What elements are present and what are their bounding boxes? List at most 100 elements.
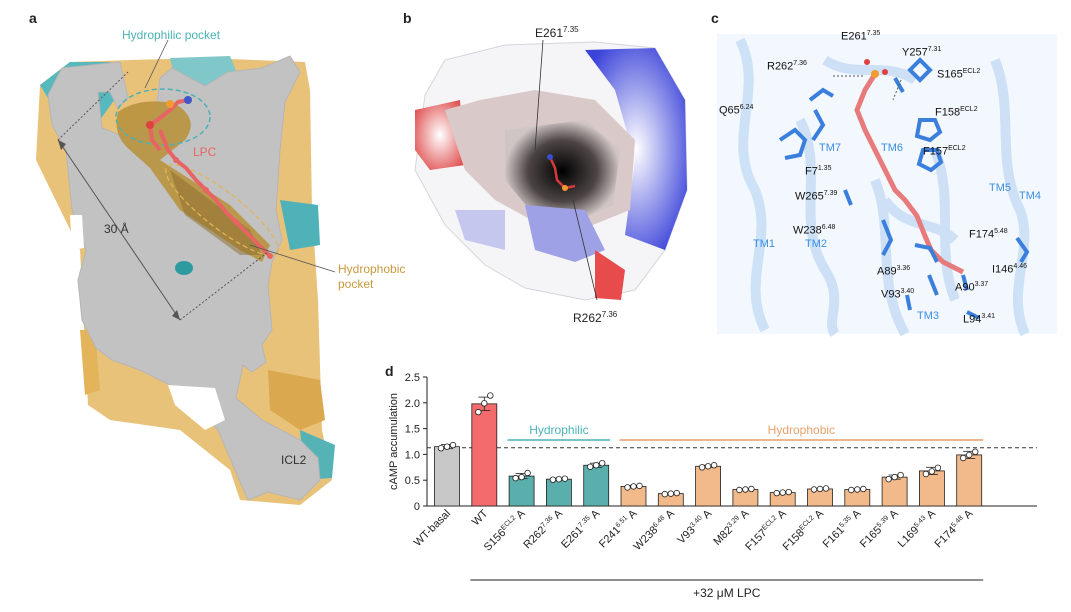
hydrophobic-group-label: Hydrophobic (768, 423, 835, 437)
data-point (854, 486, 861, 493)
data-point (922, 470, 930, 478)
residue-label: F1745.48 (969, 228, 1008, 241)
bar (956, 454, 983, 507)
data-point (972, 448, 979, 456)
residue-label: E2617.35 (841, 30, 881, 43)
label-distance: 30 Å (104, 222, 129, 236)
data-point (885, 475, 892, 483)
data-point (673, 489, 680, 497)
data-point (816, 485, 824, 493)
y-tick-label: 0 (414, 501, 420, 513)
x-tick-label: L1695.43 A (896, 507, 939, 550)
residue-label: F157ECL2 (923, 145, 966, 158)
y-axis-label: cAMP accumulation (388, 393, 400, 490)
panel-c: c (705, 0, 1071, 340)
panel-d: d 0 0.5 1.0 1.5 2.0 2.5 cAMP accumulation Hydro… (385, 355, 1071, 612)
bar (434, 446, 460, 507)
y-tick-label: 1.0 (405, 449, 420, 461)
data-point (512, 474, 519, 482)
panel-c-residue-labels: E2617.35 Y2577.31 R2627.36 S165ECL2 Q656.24 F… (705, 0, 1071, 340)
data-point (555, 475, 563, 483)
panel-label-b: b (403, 10, 412, 26)
residue-label: W2386.48 (793, 224, 836, 237)
panel-c-image (717, 34, 1057, 337)
label-lpc: LPC (193, 145, 217, 159)
data-point (661, 490, 668, 498)
y-tick-label: 1.5 (405, 424, 420, 436)
x-tick-label: E2617.35 A (559, 507, 603, 551)
label-icl2: ICL2 (281, 453, 307, 467)
data-point (822, 485, 830, 492)
panel-a: a (0, 0, 405, 525)
x-tick-label: WT-basal (412, 508, 453, 549)
residue-label: F158ECL2 (935, 106, 978, 119)
hydrophobic-pocket-outline (165, 163, 279, 257)
data-point (598, 459, 606, 467)
label-hydrophobic-2: pocket (338, 277, 374, 291)
x-tick-label: S156ECL2 A (482, 507, 528, 553)
data-point (624, 484, 631, 491)
x-tick-label: F158ECL2 A (781, 507, 827, 553)
data-point (966, 451, 973, 459)
panel-label-c: c (711, 10, 719, 26)
x-tick-label: WT (470, 507, 491, 528)
residue-label: I1464.46 (992, 263, 1028, 276)
data-point (848, 486, 855, 494)
hydrophilic-pocket-outline (115, 88, 211, 146)
x-tick-label: R2627.36 A (521, 507, 565, 551)
label-hydrophilic-pocket: Hydrophilic pocket (122, 28, 221, 42)
data-point (897, 471, 904, 479)
label-hydrophobic-1: Hydrophobic (338, 262, 406, 276)
x-tick-label: V933.40 A (675, 507, 714, 546)
data-point (748, 485, 755, 493)
data-point (549, 476, 557, 483)
bar (919, 470, 945, 507)
panel-a-image (36, 39, 336, 505)
x-tick-label: F1655.39 A (858, 507, 901, 550)
data-point (592, 462, 600, 469)
data-point (667, 490, 674, 497)
bar (881, 476, 908, 507)
data-point (704, 463, 712, 470)
residue-label: A893.36 (877, 265, 911, 278)
data-point (437, 445, 445, 452)
bar (545, 478, 572, 507)
x-tick-label: F1745.48 A (933, 507, 976, 550)
y-tick-label: 2.0 (405, 398, 420, 410)
data-point (742, 486, 749, 493)
data-point (636, 482, 643, 490)
label-e261: E2617.35 (535, 25, 579, 40)
data-point (524, 469, 531, 477)
residue-label: R2627.36 (767, 60, 807, 73)
data-point (736, 486, 743, 494)
residue-label: V933.40 (881, 288, 915, 301)
helix-label-tm4: TM4 (1019, 190, 1041, 202)
data-point (891, 473, 898, 481)
helix-label-tm1: TM1 (753, 238, 775, 250)
data-point (443, 443, 451, 450)
bar (508, 475, 535, 507)
x-tick-label: F1615.35 A (821, 507, 864, 550)
cAMP-bar-chart: 0 0.5 1.0 1.5 2.0 2.5 cAMP accumulation Hydroph… (388, 372, 1037, 600)
data-point (561, 475, 569, 482)
data-point (710, 462, 718, 469)
residue-label: Y2577.31 (902, 46, 942, 59)
bar (695, 465, 722, 507)
data-point (487, 392, 494, 399)
panel-b: b (385, 0, 705, 330)
residue-label: S165ECL2 (937, 68, 981, 81)
data-point (860, 485, 867, 493)
data-point (698, 464, 706, 471)
bar (583, 464, 610, 507)
data-point (779, 489, 786, 496)
y-tick-label: 2.5 (405, 372, 420, 384)
data-point (475, 408, 482, 416)
residue-label: F71.35 (805, 165, 832, 178)
data-point (934, 464, 942, 472)
data-point (481, 400, 488, 407)
x-tick-label: W2386.48 A (632, 507, 678, 553)
data-point (586, 463, 594, 470)
panel-c-helix-labels: TM7 TM6 TM5 TM4 TM1 TM2 TM3 (705, 0, 1071, 340)
data-point (960, 454, 967, 462)
y-tick-label: 0.5 (405, 475, 420, 487)
